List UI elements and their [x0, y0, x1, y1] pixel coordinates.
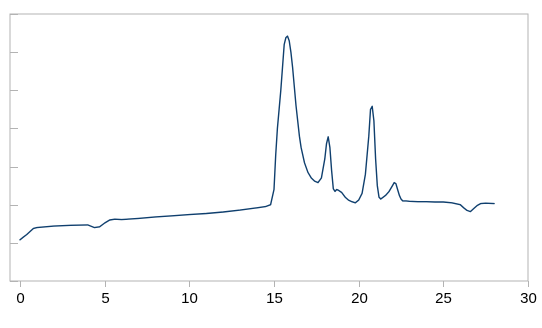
x-tick-label: 0 [16, 290, 24, 307]
series-layer [19, 35, 495, 241]
x-tick-label: 25 [435, 290, 452, 307]
x-tick-label: 5 [101, 290, 109, 307]
x-tick-label: 15 [266, 290, 283, 307]
plot-frame [9, 13, 529, 282]
x-tick-label: 20 [351, 290, 368, 307]
ticks-layer: 0 5 10 15 20 25 30 [10, 14, 537, 307]
x-tick-label: 10 [181, 290, 198, 307]
x-tick-label: 30 [520, 290, 537, 307]
series-line [19, 35, 495, 241]
axes-layer [9, 13, 529, 282]
